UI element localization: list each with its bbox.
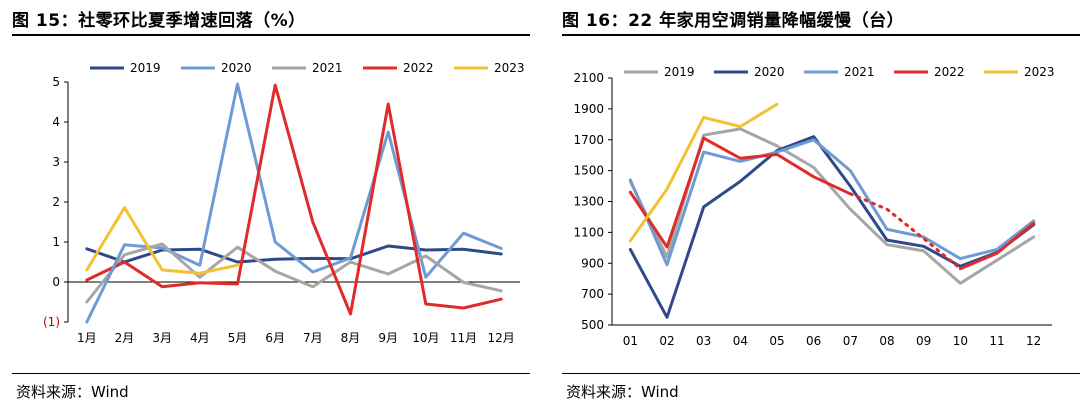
right-series-2022-line <box>958 221 1036 271</box>
left-legend-label-2021: 2021 <box>312 61 343 75</box>
right-bottom-rule <box>562 373 1080 374</box>
left-x-tick-label: 1月 <box>77 331 97 345</box>
right-y-tick-label: 1900 <box>573 102 604 116</box>
left-x-tick-label: 11月 <box>450 331 477 345</box>
right-x-tick-label: 01 <box>623 334 638 348</box>
right-title-rule <box>562 34 1080 36</box>
right-legend-label-2022: 2022 <box>934 65 965 79</box>
right-y-tick-label: 1500 <box>573 164 604 178</box>
right-x-tick-label: 09 <box>916 334 931 348</box>
right-legend-label-2019: 2019 <box>664 65 695 79</box>
left-x-tick-label: 7月 <box>303 331 323 345</box>
left-x-tick-label: 9月 <box>378 331 398 345</box>
left-chart-title: 图 15：社零环比夏季增速回落（%） <box>12 11 306 31</box>
right-x-tick-label: 05 <box>769 334 784 348</box>
left-x-tick-label: 6月 <box>265 331 285 345</box>
left-y-tick-label: 2 <box>52 195 60 209</box>
left-legend-label-2019: 2019 <box>130 61 161 75</box>
left-y-tick-label: 4 <box>52 115 60 129</box>
left-series-2021-line <box>85 242 503 304</box>
right-series-2022-line <box>628 136 852 249</box>
right-y-tick-label: 1700 <box>573 133 604 147</box>
left-chart-panel: 图 15：社零环比夏季增速回落（%） 5 4 3 2 1 0 (1) 1月 2月 3月 4月 5月 6月… <box>0 0 530 408</box>
right-chart-svg: 2100 1900 1700 1500 1300 1100 900 700 500 01 02 03 0… <box>573 65 1055 348</box>
left-series-2023-line <box>85 206 239 275</box>
left-y-tick-label: 0 <box>52 275 60 289</box>
left-series-2020-segment <box>85 243 126 324</box>
left-y-tick-label: (1) <box>43 315 60 329</box>
left-series-2020-line <box>123 82 503 279</box>
right-y-tick-label: 900 <box>581 256 604 270</box>
left-y-tick-label: 1 <box>52 235 60 249</box>
left-x-tick-label: 5月 <box>228 331 248 345</box>
right-series-2022-dotted <box>848 192 962 271</box>
left-x-tick-label: 12月 <box>488 331 515 345</box>
left-x-tick-label: 3月 <box>152 331 172 345</box>
right-y-tick-label: 500 <box>581 318 604 332</box>
right-series-2021-line <box>628 138 1036 267</box>
right-legend-label-2023: 2023 <box>1024 65 1055 79</box>
right-chart-panel: 图 16：22 年家用空调销量降幅缓慢（台） 2100 1900 1700 1500 1… <box>550 0 1080 408</box>
right-x-tick-label: 04 <box>733 334 748 348</box>
right-series-2020-line <box>628 135 1036 319</box>
right-legend-label-2021: 2021 <box>844 65 875 79</box>
right-x-tick-label: 11 <box>989 334 1004 348</box>
right-y-tick-label: 1300 <box>573 195 604 209</box>
right-x-tick-label: 02 <box>659 334 674 348</box>
right-x-tick-label: 03 <box>696 334 711 348</box>
left-chart-svg: 5 4 3 2 1 0 (1) 1月 2月 3月 4月 5月 6月 7月 8月 9月 10月 11月 12月 2019… <box>43 61 525 345</box>
right-x-tick-label: 10 <box>953 334 968 348</box>
right-y-tick-label: 1100 <box>573 225 604 239</box>
left-title-rule <box>12 34 530 36</box>
left-y-tick-label: 5 <box>52 75 60 89</box>
right-legend-label-2020: 2020 <box>754 65 785 79</box>
right-chart-title: 图 16：22 年家用空调销量降幅缓慢（台） <box>562 11 905 31</box>
right-x-tick-label: 07 <box>843 334 858 348</box>
left-legend-label-2023: 2023 <box>494 61 525 75</box>
left-x-tick-label: 8月 <box>341 331 361 345</box>
left-source: 资料来源：Wind <box>16 383 129 401</box>
left-y-tick-label: 3 <box>52 155 60 169</box>
right-x-tick-label: 12 <box>1026 334 1041 348</box>
right-source: 资料来源：Wind <box>566 383 679 401</box>
left-bottom-rule <box>12 373 530 374</box>
right-y-tick-label: 2100 <box>573 71 604 85</box>
right-x-tick-label: 08 <box>879 334 894 348</box>
left-series-2022-line <box>85 83 503 316</box>
left-legend-label-2022: 2022 <box>403 61 434 75</box>
left-x-tick-label: 4月 <box>190 331 210 345</box>
right-x-tick-label: 06 <box>806 334 821 348</box>
right-series-2023-line <box>628 102 779 243</box>
left-x-tick-label: 2月 <box>115 331 135 345</box>
right-y-tick-label: 700 <box>581 287 604 301</box>
left-x-tick-label: 10月 <box>412 331 439 345</box>
left-legend-label-2020: 2020 <box>221 61 252 75</box>
